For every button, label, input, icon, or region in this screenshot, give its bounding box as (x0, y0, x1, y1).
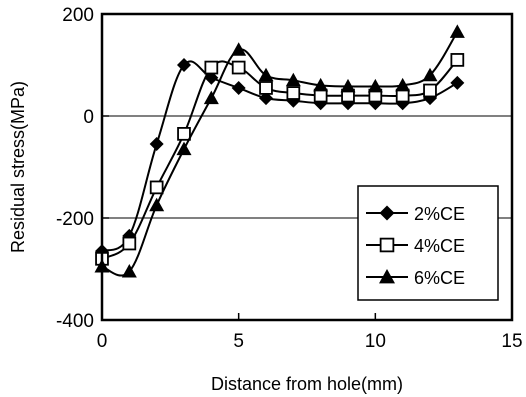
x-tick-label: 0 (97, 331, 108, 352)
legend-label: 4%CE (414, 236, 465, 256)
data-point (122, 236, 137, 251)
data-point (121, 264, 137, 278)
x-tick-label: 10 (365, 331, 386, 352)
axis-ticks: 0 5 10 15 -400 -200 0 200 (56, 5, 523, 352)
legend-item: 4%CE (366, 236, 465, 256)
x-tick-label: 15 (501, 331, 522, 352)
legend-item: 2%CE (366, 204, 465, 224)
legend-label: 6%CE (414, 268, 465, 288)
data-point (313, 77, 329, 92)
data-point (231, 60, 246, 75)
data-point (395, 88, 410, 103)
legend-marker (379, 205, 395, 221)
data-point (258, 67, 274, 82)
data-point (149, 137, 164, 152)
legend-marker (379, 237, 395, 253)
y-tick-label: -400 (56, 311, 94, 332)
data-point (423, 83, 437, 98)
y-tick-label: 0 (83, 107, 94, 128)
data-point (149, 197, 165, 212)
data-point (149, 180, 164, 195)
legend-marker (379, 269, 395, 284)
series-layer (94, 24, 465, 278)
data-point (313, 88, 328, 103)
series-6%CE (94, 24, 465, 278)
data-point (176, 141, 192, 156)
data-point (367, 78, 383, 93)
data-point (203, 90, 219, 105)
data-point (450, 75, 465, 90)
y-tick-label: 200 (62, 5, 94, 26)
legend-item: 6%CE (366, 268, 465, 288)
data-point (259, 81, 273, 95)
data-point (449, 24, 465, 38)
data-point (340, 78, 356, 93)
data-point (422, 67, 438, 82)
data-point (204, 60, 219, 75)
data-point (395, 77, 411, 92)
data-point (450, 53, 465, 67)
x-tick-label: 5 (233, 331, 244, 352)
data-point (177, 58, 191, 72)
x-axis-label: Distance from hole(mm) (211, 374, 403, 394)
y-tick-label: -200 (56, 209, 94, 230)
series-4%CE (95, 53, 465, 266)
data-point (285, 72, 301, 87)
plot-frame (100, 12, 514, 322)
data-point (231, 42, 247, 56)
y-axis-label: Residual stress(MPa) (8, 81, 28, 253)
data-point (231, 80, 246, 95)
data-point (177, 127, 191, 141)
legend: 2%CE 4%CE 6%CE (357, 185, 499, 301)
legend-label: 2%CE (414, 204, 465, 224)
data-point (286, 86, 301, 100)
